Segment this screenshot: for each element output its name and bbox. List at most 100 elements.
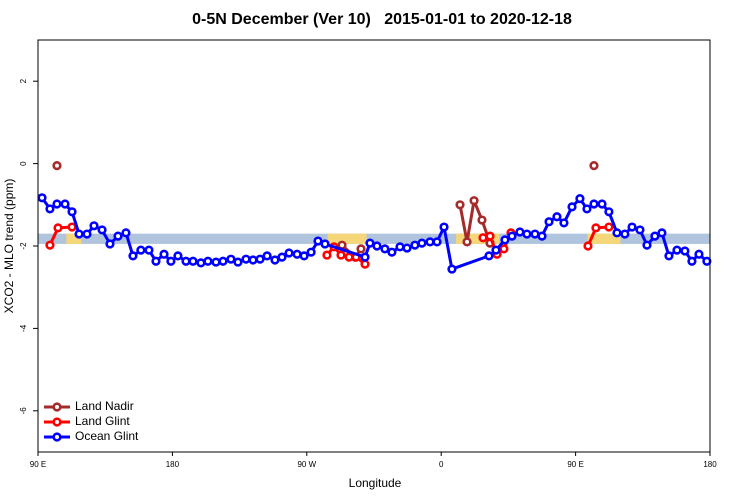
y-axis-label: XCO2 - MLO trend (ppm) [2, 179, 16, 314]
data-point [380, 244, 390, 254]
band-highlight [456, 233, 500, 244]
data-point [455, 200, 465, 210]
data-point [672, 245, 682, 255]
chart-title: 0-5N December (Ver 10) 2015-01-01 to 202… [192, 11, 572, 28]
data-point [284, 248, 294, 258]
data-point [181, 256, 191, 266]
reference-band [38, 233, 710, 244]
x-axis-label: Longitude [349, 476, 402, 490]
data-point [52, 199, 62, 209]
data-point [612, 228, 622, 238]
data-point [582, 204, 592, 214]
data-point [484, 251, 494, 261]
data-point [365, 238, 375, 248]
data-point [702, 256, 712, 266]
data-point [82, 229, 92, 239]
data-point [387, 247, 397, 257]
data-point [544, 217, 554, 227]
data-point [439, 222, 449, 232]
y-tick-label: -6 [19, 407, 28, 415]
y-tick-label: -2 [19, 242, 28, 250]
data-point [694, 249, 704, 259]
legend-marker [52, 417, 62, 427]
legend-label: Land Glint [75, 414, 130, 428]
data-point [218, 256, 228, 266]
band-highlight [66, 233, 82, 244]
band-highlight [327, 233, 367, 244]
data-point [485, 231, 495, 241]
data-point [530, 229, 540, 239]
data-point [499, 244, 509, 254]
data-point [270, 255, 280, 265]
data-point [45, 240, 55, 250]
data-point [447, 264, 457, 274]
data-point [151, 256, 161, 266]
y-tick-label: 0 [19, 161, 28, 166]
data-point [360, 252, 370, 262]
x-tick-label: 90 W [297, 460, 316, 469]
data-point [575, 194, 585, 204]
data-point [45, 204, 55, 214]
x-tick-label: 0 [439, 460, 444, 469]
data-point [537, 231, 547, 241]
data-point [627, 222, 637, 232]
legend-marker [52, 402, 62, 412]
data-point [395, 242, 405, 252]
data-point [299, 251, 309, 261]
data-point [211, 257, 221, 267]
data-point [500, 235, 510, 245]
data-point [262, 251, 272, 261]
data-point [522, 229, 532, 239]
data-point [67, 207, 77, 217]
data-point [372, 241, 382, 251]
data-point [567, 202, 577, 212]
data-point [203, 256, 213, 266]
data-point [188, 256, 198, 266]
data-point [166, 256, 176, 266]
band-highlight [587, 233, 621, 244]
data-point [620, 229, 630, 239]
data-point [589, 199, 599, 209]
data-point [642, 240, 652, 250]
data-point [128, 251, 138, 261]
data-point [356, 244, 366, 254]
legend-label: Land Nadir [75, 399, 134, 413]
legend-label: Ocean Glint [75, 429, 139, 443]
data-point [559, 218, 569, 228]
legend-marker [52, 432, 62, 442]
data-point [322, 250, 332, 260]
data-point [604, 222, 614, 232]
y-tick-label: 2 [19, 78, 28, 83]
data-point [196, 258, 206, 268]
data-point [344, 252, 354, 262]
data-point [144, 245, 154, 255]
data-point [53, 223, 63, 233]
x-tick-label: 90 E [567, 460, 583, 469]
data-point [159, 249, 169, 259]
data-point [233, 257, 243, 267]
data-point [360, 259, 370, 269]
data-point [417, 238, 427, 248]
data-point [336, 250, 346, 260]
data-point [589, 161, 599, 171]
data-point [52, 161, 62, 171]
data-point [320, 239, 330, 249]
data-point [121, 228, 131, 238]
data-point [277, 252, 287, 262]
data-point [657, 228, 667, 238]
data-point [255, 254, 265, 264]
data-point [462, 237, 472, 247]
data-point [604, 207, 614, 217]
data-point [478, 233, 488, 243]
data-point [650, 231, 660, 241]
x-tick-label: 90 E [30, 460, 46, 469]
data-point [635, 225, 645, 235]
data-point [292, 249, 302, 259]
data-point [306, 247, 316, 257]
data-point [248, 255, 258, 265]
data-point [60, 199, 70, 209]
data-point [89, 221, 99, 231]
data-point [113, 231, 123, 241]
data-point [241, 254, 251, 264]
data-point [515, 227, 525, 237]
